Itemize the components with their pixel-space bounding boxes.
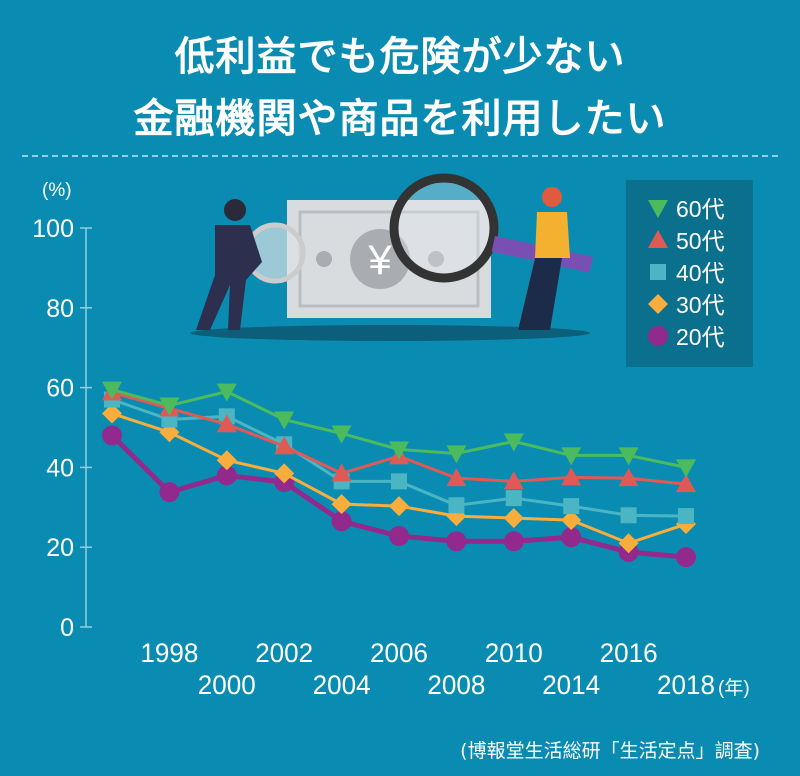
legend-label: 40代 xyxy=(676,260,725,286)
data-point xyxy=(618,447,639,466)
x-tick-label: 2000 xyxy=(198,670,256,700)
data-point xyxy=(446,531,467,552)
data-point xyxy=(216,383,237,402)
data-point xyxy=(331,511,352,532)
y-tick-label: 80 xyxy=(46,295,74,323)
data-point xyxy=(274,411,295,430)
series-60代 xyxy=(102,381,696,478)
data-point xyxy=(618,468,639,487)
data-point xyxy=(678,508,694,525)
data-point xyxy=(503,508,524,529)
legend-label: 50代 xyxy=(676,228,725,254)
legend-marker xyxy=(648,294,668,314)
data-point xyxy=(676,459,696,478)
divider xyxy=(22,155,778,157)
x-tick-label: 2010 xyxy=(485,638,543,668)
data-point xyxy=(159,482,180,503)
y-tick-label: 100 xyxy=(32,215,74,243)
legend-marker xyxy=(648,230,668,248)
magnifier-icon xyxy=(389,173,499,283)
woman-figure xyxy=(518,187,570,330)
data-point xyxy=(676,474,696,493)
x-axis-unit: (年) xyxy=(718,677,750,699)
legend-label: 60代 xyxy=(676,196,725,222)
legend-label: 20代 xyxy=(676,324,725,350)
data-point xyxy=(102,403,122,424)
series-50代 xyxy=(102,382,696,493)
title-line-2: 金融機関や商品を利用したい xyxy=(133,96,667,142)
data-point xyxy=(561,447,582,466)
legend-label: 30代 xyxy=(676,292,725,318)
x-tick-label: 2004 xyxy=(313,670,371,700)
data-point xyxy=(159,397,180,416)
y-axis-label: (%) xyxy=(42,180,72,201)
data-point xyxy=(503,471,524,490)
data-point xyxy=(503,531,524,552)
x-tick-label: 2018 xyxy=(657,670,715,700)
source-note: (博報堂生活総研「生活定点」調査) xyxy=(460,740,760,762)
data-point xyxy=(620,507,637,524)
data-point xyxy=(216,465,237,486)
data-point xyxy=(331,494,352,515)
svg-text:¥: ¥ xyxy=(367,236,392,283)
y-tick-label: 20 xyxy=(46,534,74,562)
data-point xyxy=(216,450,237,471)
x-tick-label: 2014 xyxy=(542,670,600,700)
data-point xyxy=(391,473,407,490)
y-tick-label: 0 xyxy=(60,614,74,642)
data-point xyxy=(561,467,582,486)
illustration: ¥ xyxy=(190,173,593,341)
data-point xyxy=(274,436,295,455)
data-point xyxy=(561,510,582,531)
title-line-1: 低利益でも危険が少ない xyxy=(174,34,626,80)
shadow xyxy=(190,325,590,341)
data-point xyxy=(676,547,696,568)
x-tick-label: 2002 xyxy=(255,638,313,668)
data-point xyxy=(389,496,409,517)
legend-marker xyxy=(650,264,666,280)
y-tick-label: 60 xyxy=(46,375,74,403)
legend-marker xyxy=(648,200,668,218)
data-point xyxy=(448,497,465,514)
legend-marker xyxy=(648,326,668,346)
y-tick-label: 40 xyxy=(46,454,74,482)
data-point xyxy=(331,463,352,482)
data-point xyxy=(102,381,122,400)
x-tick-label: 1998 xyxy=(140,638,198,668)
data-point xyxy=(389,526,409,547)
data-point xyxy=(618,533,639,554)
data-point xyxy=(446,468,467,487)
x-tick-label: 2008 xyxy=(427,670,485,700)
data-point xyxy=(216,414,237,433)
data-point xyxy=(561,527,582,548)
man-figure xyxy=(196,199,262,330)
data-point xyxy=(503,433,524,452)
x-tick-label: 2016 xyxy=(600,638,658,668)
data-point xyxy=(274,463,295,484)
data-point xyxy=(102,425,122,446)
data-point xyxy=(446,445,467,464)
data-point xyxy=(505,490,522,507)
legend-box xyxy=(626,180,753,367)
x-tick-label: 2006 xyxy=(370,638,428,668)
data-point xyxy=(389,441,409,460)
data-point xyxy=(563,498,580,515)
data-point xyxy=(331,425,352,444)
series-line xyxy=(111,390,687,486)
